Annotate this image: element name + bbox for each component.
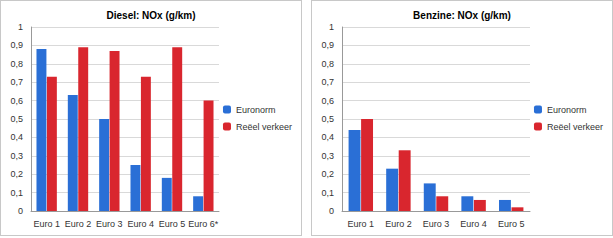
svg-text:0,5: 0,5 <box>321 114 334 124</box>
svg-text:0,4: 0,4 <box>10 132 23 142</box>
svg-text:0: 0 <box>18 206 23 216</box>
svg-text:Euro 5: Euro 5 <box>159 219 186 229</box>
svg-text:0,7: 0,7 <box>10 77 23 87</box>
svg-text:0,9: 0,9 <box>10 40 23 50</box>
svg-text:0,5: 0,5 <box>10 114 23 124</box>
svg-text:Euro 4: Euro 4 <box>127 219 154 229</box>
svg-text:1: 1 <box>329 22 334 32</box>
svg-text:0,4: 0,4 <box>321 132 334 142</box>
svg-text:Euro 3: Euro 3 <box>96 219 123 229</box>
svg-text:Euro 2: Euro 2 <box>65 219 92 229</box>
svg-text:0,3: 0,3 <box>321 151 334 161</box>
svg-text:Euro 2: Euro 2 <box>385 219 412 229</box>
svg-text:0,8: 0,8 <box>321 59 334 69</box>
svg-text:1: 1 <box>18 22 23 32</box>
svg-text:0,8: 0,8 <box>10 59 23 69</box>
svg-text:Reëel verkeer: Reëel verkeer <box>547 122 603 132</box>
svg-text:0,9: 0,9 <box>321 40 334 50</box>
svg-text:0,2: 0,2 <box>10 169 23 179</box>
svg-text:Euro 1: Euro 1 <box>33 219 60 229</box>
svg-text:Reëel verkeer: Reëel verkeer <box>236 122 292 132</box>
svg-text:0,6: 0,6 <box>10 96 23 106</box>
svg-text:0,7: 0,7 <box>321 77 334 87</box>
svg-text:0,3: 0,3 <box>10 151 23 161</box>
svg-text:Euro 1: Euro 1 <box>348 219 375 229</box>
svg-text:0,6: 0,6 <box>321 96 334 106</box>
svg-text:Euro 3: Euro 3 <box>423 219 450 229</box>
svg-text:0,1: 0,1 <box>10 188 23 198</box>
svg-text:Euro 4: Euro 4 <box>460 219 487 229</box>
svg-text:Euro 6*: Euro 6* <box>188 219 219 229</box>
svg-text:0,2: 0,2 <box>321 169 334 179</box>
svg-text:Euronorm: Euronorm <box>547 105 587 115</box>
svg-text:Benzine: NOx (g/km): Benzine: NOx (g/km) <box>413 10 511 21</box>
svg-text:Euronorm: Euronorm <box>236 105 276 115</box>
svg-text:Euro 5: Euro 5 <box>498 219 525 229</box>
svg-text:0: 0 <box>329 206 334 216</box>
svg-text:0,1: 0,1 <box>321 188 334 198</box>
svg-text:Diesel: NOx (g/km): Diesel: NOx (g/km) <box>107 10 196 21</box>
